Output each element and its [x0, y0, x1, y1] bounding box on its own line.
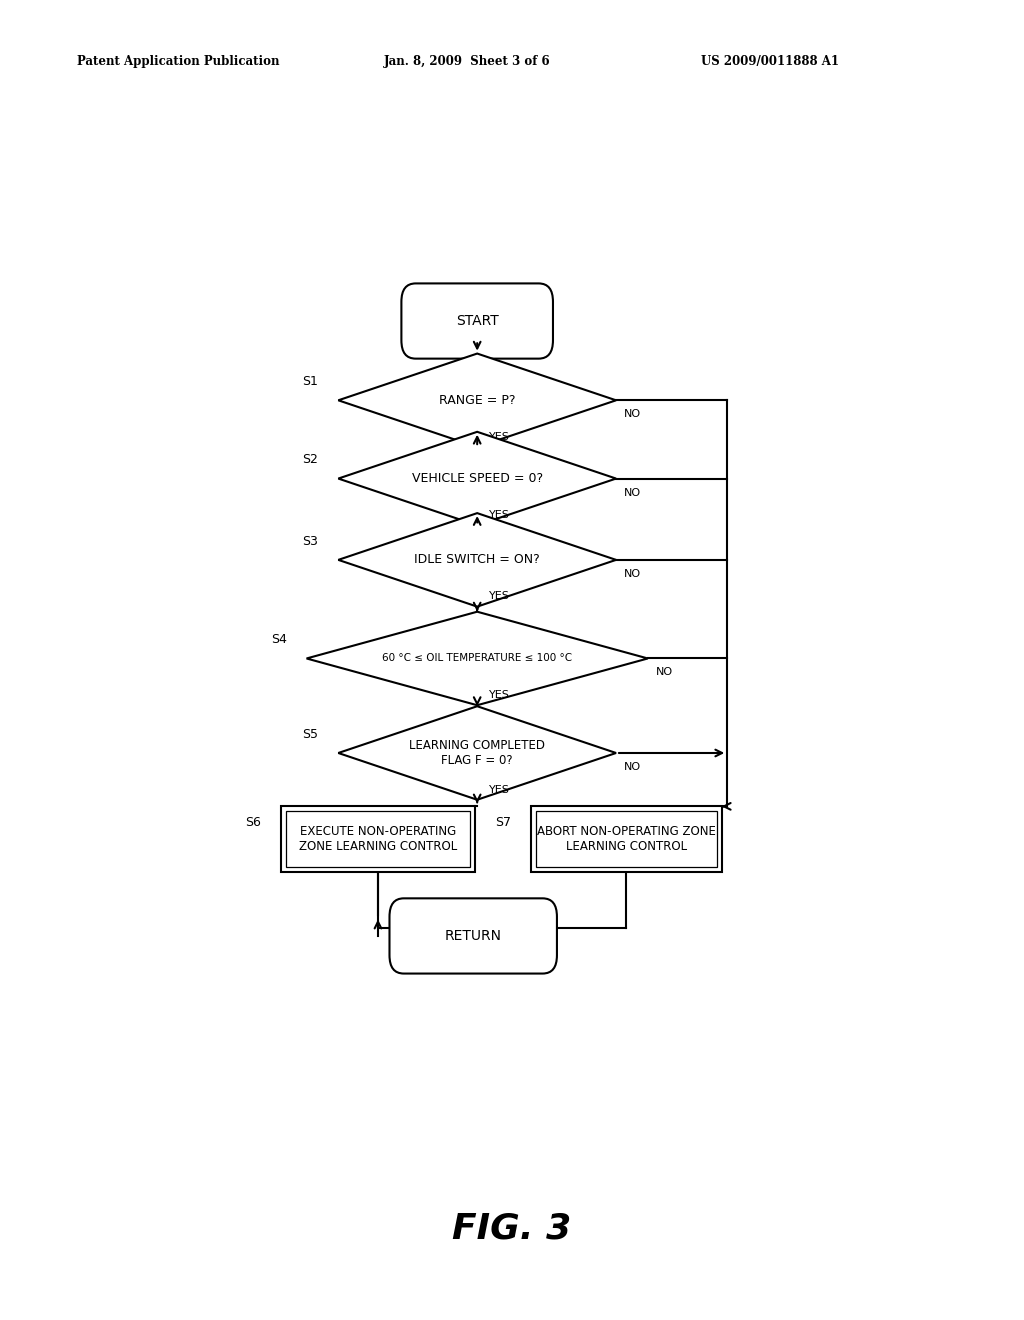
Text: S5: S5 [302, 727, 318, 741]
Text: S1: S1 [302, 375, 318, 388]
Text: START: START [456, 314, 499, 329]
FancyBboxPatch shape [401, 284, 553, 359]
Text: YES: YES [489, 510, 510, 520]
Text: S7: S7 [496, 816, 511, 829]
FancyBboxPatch shape [389, 899, 557, 974]
Text: IDLE SWITCH = ON?: IDLE SWITCH = ON? [415, 553, 540, 566]
Text: ABORT NON-OPERATING ZONE
LEARNING CONTROL: ABORT NON-OPERATING ZONE LEARNING CONTRO… [537, 825, 716, 854]
Text: YES: YES [489, 432, 510, 442]
Text: VEHICLE SPEED = 0?: VEHICLE SPEED = 0? [412, 473, 543, 484]
Bar [536, 812, 717, 867]
Text: 60 °C ≤ OIL TEMPERATURE ≤ 100 °C: 60 °C ≤ OIL TEMPERATURE ≤ 100 °C [382, 653, 572, 664]
Text: RANGE = P?: RANGE = P? [439, 393, 515, 407]
Polygon shape [306, 611, 648, 705]
Polygon shape [338, 513, 616, 607]
Text: RETURN: RETURN [444, 929, 502, 942]
Text: YES: YES [489, 591, 510, 602]
Text: EXECUTE NON-OPERATING
ZONE LEARNING CONTROL: EXECUTE NON-OPERATING ZONE LEARNING CONT… [299, 825, 457, 854]
Text: NO: NO [624, 762, 641, 772]
Text: S2: S2 [302, 453, 318, 466]
Polygon shape [338, 432, 616, 525]
Text: NO: NO [624, 409, 641, 420]
Text: S4: S4 [270, 634, 287, 647]
Text: NO: NO [624, 569, 641, 579]
Text: NO: NO [624, 487, 641, 498]
Text: Patent Application Publication: Patent Application Publication [77, 55, 280, 69]
Text: US 2009/0011888 A1: US 2009/0011888 A1 [701, 55, 840, 69]
Text: FIG. 3: FIG. 3 [453, 1212, 571, 1245]
Text: YES: YES [489, 690, 510, 700]
Text: S6: S6 [245, 816, 261, 829]
Text: S3: S3 [302, 535, 318, 548]
Bar [286, 812, 470, 867]
Bar [531, 807, 722, 873]
Polygon shape [338, 354, 616, 447]
Polygon shape [338, 706, 616, 800]
Text: LEARNING COMPLETED
FLAG F = 0?: LEARNING COMPLETED FLAG F = 0? [410, 739, 545, 767]
Bar [281, 807, 475, 873]
Text: YES: YES [489, 784, 510, 795]
Text: NO: NO [655, 668, 673, 677]
Text: Jan. 8, 2009  Sheet 3 of 6: Jan. 8, 2009 Sheet 3 of 6 [384, 55, 551, 69]
